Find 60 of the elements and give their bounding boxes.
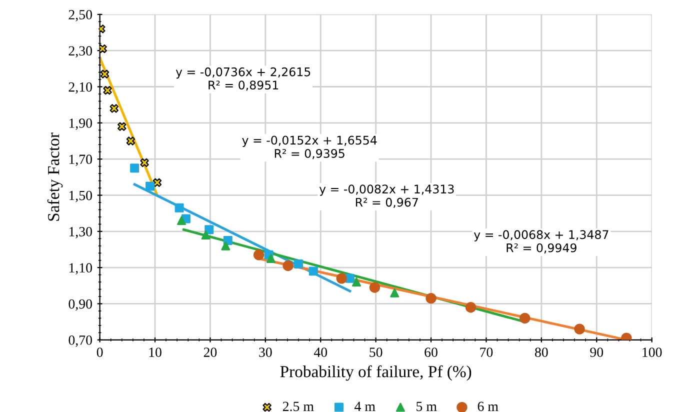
annotation: y = -0,0082x + 1,4313 R² = 0,967 <box>319 184 454 208</box>
point <box>146 182 155 191</box>
point <box>574 324 585 334</box>
y-tick-label: 1,10 <box>69 263 92 275</box>
x-tick-label: 50 <box>370 348 382 357</box>
point <box>426 292 436 304</box>
point <box>152 178 162 187</box>
point <box>100 70 110 78</box>
point <box>177 216 186 226</box>
point <box>345 274 354 283</box>
point <box>174 203 184 212</box>
point <box>110 104 119 113</box>
point <box>294 259 304 268</box>
point <box>336 273 347 284</box>
x-tick-label: 80 <box>535 348 548 357</box>
y-tick-label: 1,70 <box>69 154 92 166</box>
legend-label: 2.5 m <box>282 402 314 412</box>
x-tick-label: 0 <box>96 348 103 357</box>
y-tick-label: 0,70 <box>68 335 92 347</box>
point <box>221 241 230 250</box>
point <box>118 122 126 131</box>
x-tick-label: 10 <box>149 348 162 357</box>
y-tick-label: 2,10 <box>68 82 92 94</box>
point <box>126 136 136 146</box>
point <box>140 158 149 168</box>
point <box>282 260 294 272</box>
y-tick-label: 2,50 <box>68 10 92 22</box>
point <box>253 250 264 260</box>
point <box>103 86 112 95</box>
annotation: y = -0,0068x + 1,3487 R² = 0,9949 <box>474 230 608 254</box>
x-tick-label: 40 <box>314 348 328 357</box>
point <box>308 266 318 276</box>
point <box>520 312 530 324</box>
x-axis-title: Probability of failure, Pf (%) <box>280 365 472 381</box>
annotation: y = -0,0152x + 1,6554 R² = 0,9395 <box>242 136 377 160</box>
y-tick-label: 1,90 <box>69 118 92 130</box>
point <box>130 164 140 173</box>
legend-label: 5 m <box>416 402 437 412</box>
y-tick-label: 1,50 <box>69 190 92 202</box>
x-tick-label: 100 <box>642 348 662 357</box>
y-tick-label: 0,90 <box>68 299 92 311</box>
x-tick-label: 30 <box>259 348 272 357</box>
x-tick-label: 70 <box>480 348 493 357</box>
point <box>390 288 400 298</box>
y-axis-title: Safety Factor <box>47 132 63 221</box>
point <box>204 225 214 234</box>
x-tick-label: 90 <box>590 348 604 357</box>
x-tick-label: 60 <box>424 348 438 357</box>
point <box>465 302 476 313</box>
annotation: y = -0,0736x + 2,2615 R² = 0,8951 <box>176 67 310 91</box>
point <box>352 278 362 287</box>
legend-label: 4 m <box>354 402 376 411</box>
y-tick-label: 2,30 <box>68 46 92 58</box>
point <box>369 282 380 293</box>
legend-label: 6 m <box>478 402 498 412</box>
y-tick-label: 1,30 <box>69 226 92 238</box>
point <box>201 230 210 240</box>
x-tick-label: 20 <box>204 348 217 357</box>
point <box>100 44 107 54</box>
point <box>266 254 276 264</box>
